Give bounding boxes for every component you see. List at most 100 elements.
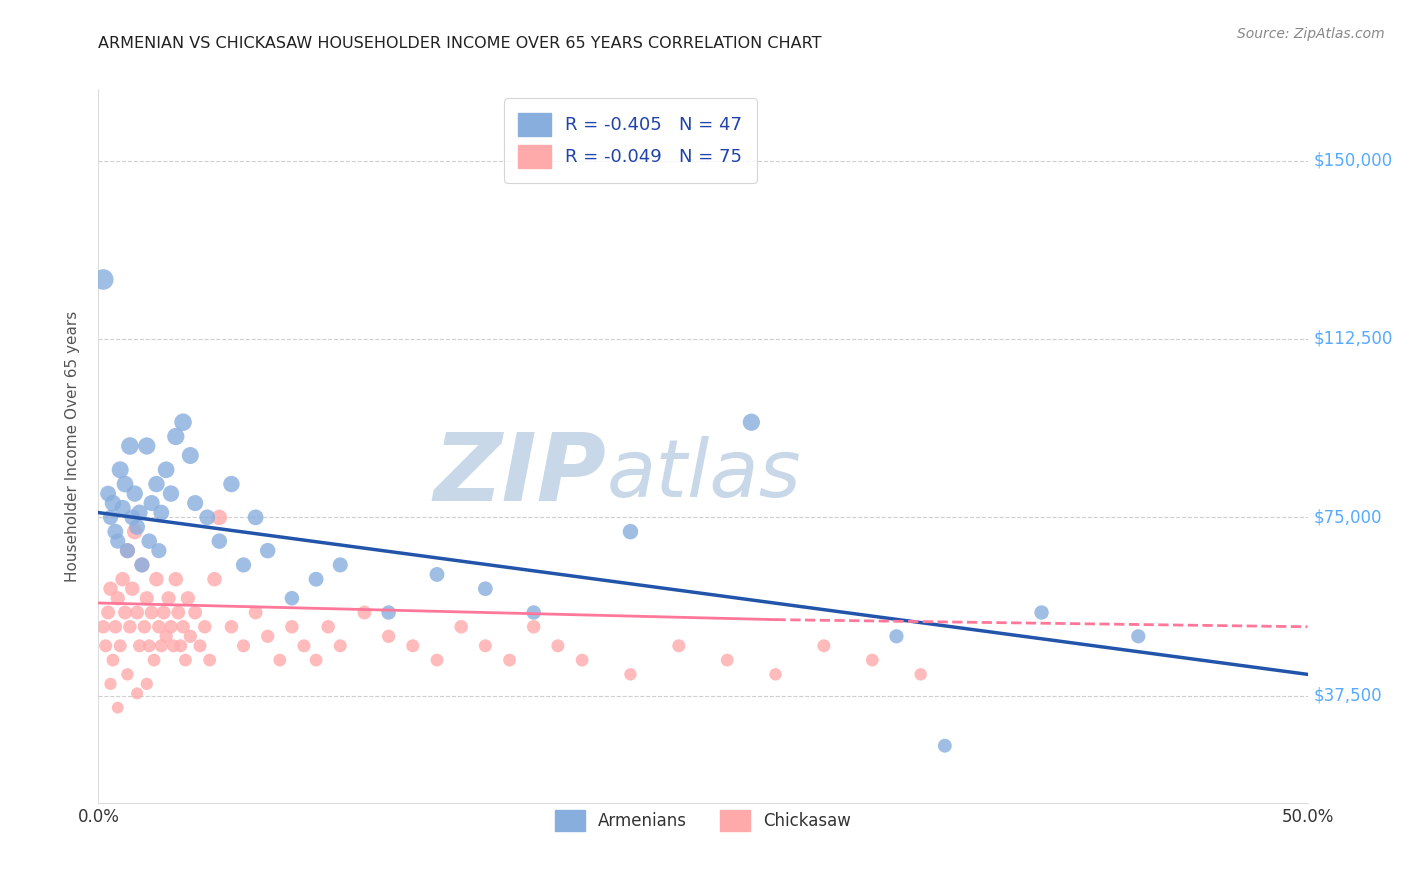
Point <box>160 620 183 634</box>
Point <box>167 606 190 620</box>
Point <box>232 639 254 653</box>
Point <box>152 606 174 620</box>
Point <box>474 639 496 653</box>
Point <box>100 510 122 524</box>
Point <box>155 463 177 477</box>
Point <box>121 582 143 596</box>
Point <box>860 653 883 667</box>
Point <box>138 534 160 549</box>
Point <box>377 629 399 643</box>
Point <box>111 500 134 515</box>
Point <box>128 639 150 653</box>
Point <box>910 667 932 681</box>
Point <box>523 620 546 634</box>
Point <box>111 572 134 586</box>
Point <box>619 524 641 539</box>
Point <box>94 639 117 653</box>
Point <box>145 477 167 491</box>
Point <box>134 620 156 634</box>
Point <box>165 572 187 586</box>
Point <box>100 677 122 691</box>
Point <box>316 620 339 634</box>
Point <box>145 572 167 586</box>
Point <box>208 534 231 549</box>
Point <box>148 620 170 634</box>
Point <box>108 639 131 653</box>
Point <box>172 620 194 634</box>
Point <box>174 653 197 667</box>
Point <box>498 653 520 667</box>
Point <box>101 496 124 510</box>
Point <box>172 415 194 429</box>
Point <box>148 543 170 558</box>
Point <box>162 639 184 653</box>
Point <box>426 567 449 582</box>
Point <box>124 486 146 500</box>
Point <box>245 510 267 524</box>
Point <box>169 639 191 653</box>
Point <box>117 543 139 558</box>
Point <box>138 639 160 653</box>
Text: atlas: atlas <box>606 435 801 514</box>
Point <box>232 558 254 572</box>
Point <box>886 629 908 643</box>
Point <box>450 620 472 634</box>
Point <box>256 629 278 643</box>
Text: $112,500: $112,500 <box>1313 330 1393 348</box>
Point <box>353 606 375 620</box>
Point <box>114 606 136 620</box>
Point <box>104 524 127 539</box>
Point <box>143 653 166 667</box>
Point <box>329 639 352 653</box>
Point <box>177 591 200 606</box>
Text: ZIP: ZIP <box>433 428 606 521</box>
Point <box>107 534 129 549</box>
Point <box>765 667 787 681</box>
Point <box>547 639 569 653</box>
Point <box>97 486 120 500</box>
Text: ARMENIAN VS CHICKASAW HOUSEHOLDER INCOME OVER 65 YEARS CORRELATION CHART: ARMENIAN VS CHICKASAW HOUSEHOLDER INCOME… <box>98 36 823 51</box>
Text: $37,500: $37,500 <box>1313 687 1382 705</box>
Point <box>194 620 217 634</box>
Point <box>269 653 291 667</box>
Point <box>150 639 173 653</box>
Point <box>245 606 267 620</box>
Point <box>195 510 218 524</box>
Point <box>108 463 131 477</box>
Point <box>813 639 835 653</box>
Point <box>571 653 593 667</box>
Point <box>329 558 352 572</box>
Legend: Armenians, Chickasaw: Armenians, Chickasaw <box>541 797 865 845</box>
Point <box>165 429 187 443</box>
Point <box>131 558 153 572</box>
Point <box>97 606 120 620</box>
Point <box>256 543 278 558</box>
Point <box>150 506 173 520</box>
Point <box>117 543 139 558</box>
Point <box>107 700 129 714</box>
Point <box>619 667 641 681</box>
Point <box>523 606 546 620</box>
Point <box>157 591 180 606</box>
Point <box>107 591 129 606</box>
Point <box>281 591 304 606</box>
Y-axis label: Householder Income Over 65 years: Householder Income Over 65 years <box>65 310 80 582</box>
Point <box>124 524 146 539</box>
Point <box>740 415 762 429</box>
Point <box>179 629 201 643</box>
Point <box>204 572 226 586</box>
Point <box>91 620 114 634</box>
Point <box>221 620 243 634</box>
Point <box>305 572 328 586</box>
Point <box>1031 606 1053 620</box>
Point <box>292 639 315 653</box>
Point <box>377 606 399 620</box>
Point <box>121 510 143 524</box>
Point <box>668 639 690 653</box>
Point <box>184 496 207 510</box>
Point <box>114 477 136 491</box>
Point <box>426 653 449 667</box>
Point <box>160 486 183 500</box>
Point <box>127 520 149 534</box>
Point <box>179 449 201 463</box>
